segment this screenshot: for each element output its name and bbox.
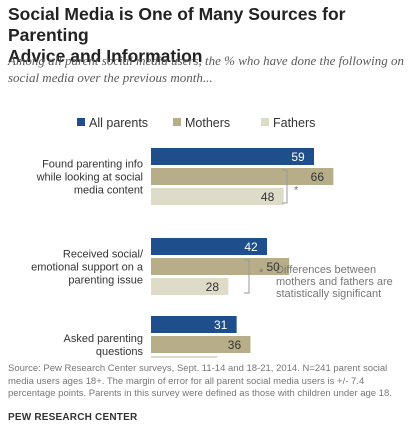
source-line-1: Source: Pew Research Center surveys, Sep… xyxy=(8,363,388,374)
bar-value-3-1: 31 xyxy=(214,318,228,332)
footnote-line-3: statistically significant xyxy=(276,288,381,300)
bar-value-2-3: 28 xyxy=(206,280,220,294)
bar-value-2-1: 42 xyxy=(244,240,258,254)
bar-chart: All parents Mothers Fathers 59 66 48 Found par… xyxy=(31,116,393,358)
bar-value-2-2: 50 xyxy=(266,260,280,274)
legend-swatch-3 xyxy=(261,118,269,126)
bar-1-1 xyxy=(151,148,314,165)
bar-value-1-1: 59 xyxy=(291,150,305,164)
organization-name: PEW RESEARCH CENTER xyxy=(8,412,138,423)
category-label-2-line-1: Received social/ xyxy=(63,249,144,261)
bar-1-3 xyxy=(151,188,284,205)
bar-2-1 xyxy=(151,238,268,255)
chart-subtitle: Among all parent social media users, the… xyxy=(8,52,412,86)
legend-label-3: Fathers xyxy=(273,116,315,130)
legend-swatch-2 xyxy=(173,118,181,126)
bar-value-1-2: 66 xyxy=(311,170,325,184)
category-label-2-line-3: parenting issue xyxy=(68,275,143,287)
source-line-3: percentage points. Parents in this surve… xyxy=(8,388,392,399)
chart-title: Social Media is One of Many Sources for … xyxy=(8,4,408,67)
significance-bracket-1 xyxy=(282,169,288,204)
category-label-1-line-3: media content xyxy=(74,185,143,197)
category-label-1-line-2: while looking at social xyxy=(36,172,143,184)
bar-3-1 xyxy=(151,316,237,333)
significance-bracket-2 xyxy=(244,259,250,294)
category-label-2-line-2: emotional support on a xyxy=(31,262,144,274)
legend-label-2: Mothers xyxy=(185,116,230,130)
bar-3-2 xyxy=(151,336,251,353)
bar-2-3 xyxy=(151,278,229,295)
chart-subtitle-line-1: Among all parent social media users, the… xyxy=(8,53,404,68)
source-note: Source: Pew Research Center surveys, Sep… xyxy=(8,363,412,401)
legend-label-1: All parents xyxy=(89,116,148,130)
footnote-line-1: Differences between xyxy=(276,264,376,276)
category-label-1-line-1: Found parenting info xyxy=(42,159,143,171)
significance-star-1: * xyxy=(294,185,299,197)
legend-swatch-1 xyxy=(77,118,85,126)
bar-3-3 xyxy=(151,356,218,358)
chart-title-line-1: Social Media is One of Many Sources for … xyxy=(8,4,346,45)
source-line-2: media users ages 18+. The margin of erro… xyxy=(8,375,365,387)
footnote-line-2: mothers and fathers are xyxy=(276,276,393,288)
category-label-3-line-2: questions xyxy=(96,346,144,358)
bar-value-3-2: 36 xyxy=(228,338,242,352)
bar-1-2 xyxy=(151,168,334,185)
chart-title-line-2: Advice and Information xyxy=(8,46,203,66)
chart-subtitle-line-2: social media over the previous month... xyxy=(8,70,213,85)
bar-2-2 xyxy=(151,258,290,275)
bar-value-1-3: 48 xyxy=(261,190,275,204)
footnote-star: * xyxy=(259,267,264,279)
category-label-3-line-1: Asked parenting xyxy=(64,333,144,345)
